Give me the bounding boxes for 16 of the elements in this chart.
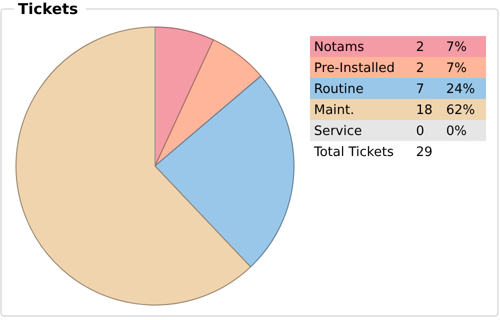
data-label: 18 62% (416, 103, 476, 118)
chart-title: Tickets (18, 0, 78, 18)
legend-label: Pre-Installed (314, 61, 395, 76)
text: Total Tickets (313, 145, 394, 160)
legend-label: Notams (314, 40, 364, 55)
pie-slice (154, 39, 262, 166)
legend-label: Routine (314, 82, 364, 97)
text: 7 24% (416, 82, 476, 97)
pie-slice (154, 76, 294, 268)
pie-slice (16, 26, 252, 306)
text: 2 7% (416, 61, 467, 76)
text: 29 (416, 145, 433, 160)
legend-label: Maint. (314, 103, 354, 118)
text: 2 7% (416, 40, 467, 55)
legend-label: Service (314, 124, 362, 139)
text: 0 0% (416, 124, 467, 139)
